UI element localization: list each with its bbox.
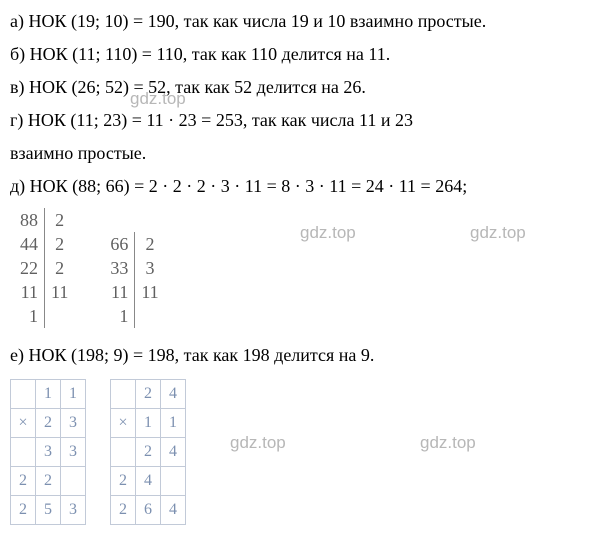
factorization-block: 88 44 22 11 1 2 2 2 11 66 33 11 1 2 3 11: [14, 208, 596, 328]
factorization-88: 88 44 22 11 1 2 2 2 11: [14, 208, 74, 328]
mult-cell: [61, 467, 86, 496]
mult-cell: [161, 467, 186, 496]
mult-cell: ×: [11, 409, 36, 438]
line-a: а) НОК (19; 10) = 190, так как числа 19 …: [10, 8, 596, 35]
mult-cell: 4: [136, 467, 161, 496]
cell: 1: [119, 304, 128, 328]
mult-cell: 1: [136, 409, 161, 438]
mult-cell: 3: [61, 409, 86, 438]
line-e: д) НОК (88; 66) = 2 · 2 · 2 · 3 · 11 = 8…: [10, 173, 596, 200]
mult-cell: 2: [36, 467, 61, 496]
mult-table-1: 11×233322253: [10, 379, 86, 525]
mult-cell: 2: [136, 438, 161, 467]
mult-cell: 5: [36, 496, 61, 525]
mult-cell: 3: [36, 438, 61, 467]
line-f: е) НОК (198; 9) = 198, так как 198 делит…: [10, 342, 596, 369]
cell: 11: [21, 280, 38, 304]
cell: 66: [110, 232, 128, 256]
mult-cell: 1: [36, 380, 61, 409]
mult-cell: 4: [161, 496, 186, 525]
mult-table-2: 24×112424264: [110, 379, 186, 525]
cell: 11: [111, 280, 128, 304]
cell: 44: [20, 232, 38, 256]
cell: 33: [110, 256, 128, 280]
mult-cell: 2: [111, 467, 136, 496]
mult-cell: 2: [111, 496, 136, 525]
cell: 2: [55, 232, 64, 256]
cell: 3: [146, 256, 155, 280]
mult-cell: [11, 380, 36, 409]
multiplication-tables: 11×233322253 24×112424264: [10, 379, 596, 525]
mult-cell: 2: [36, 409, 61, 438]
mult-cell: 2: [11, 496, 36, 525]
mult-cell: 3: [61, 496, 86, 525]
mult-cell: 2: [136, 380, 161, 409]
line-b: б) НОК (11; 110) = 110, так как 110 дели…: [10, 41, 596, 68]
cell: 22: [20, 256, 38, 280]
mult-cell: 3: [61, 438, 86, 467]
cell: 2: [55, 256, 64, 280]
mult-cell: 4: [161, 438, 186, 467]
mult-cell: ×: [111, 409, 136, 438]
mult-cell: 6: [136, 496, 161, 525]
mult-cell: 2: [11, 467, 36, 496]
cell: 88: [20, 208, 38, 232]
line-d2: взаимно простые.: [10, 140, 596, 167]
cell: 2: [55, 208, 64, 232]
line-d1: г) НОК (11; 23) = 11 · 23 = 253, так как…: [10, 107, 596, 134]
cell: 1: [29, 304, 38, 328]
mult-cell: [111, 380, 136, 409]
factorization-66: 66 33 11 1 2 3 11: [104, 232, 164, 328]
cell: 11: [51, 280, 68, 304]
mult-cell: 1: [161, 409, 186, 438]
line-c: в) НОК (26; 52) = 52, так как 52 делится…: [10, 74, 596, 101]
mult-cell: [11, 438, 36, 467]
mult-cell: 4: [161, 380, 186, 409]
cell: 2: [146, 232, 155, 256]
mult-cell: 1: [61, 380, 86, 409]
cell: 11: [141, 280, 158, 304]
mult-cell: [111, 438, 136, 467]
